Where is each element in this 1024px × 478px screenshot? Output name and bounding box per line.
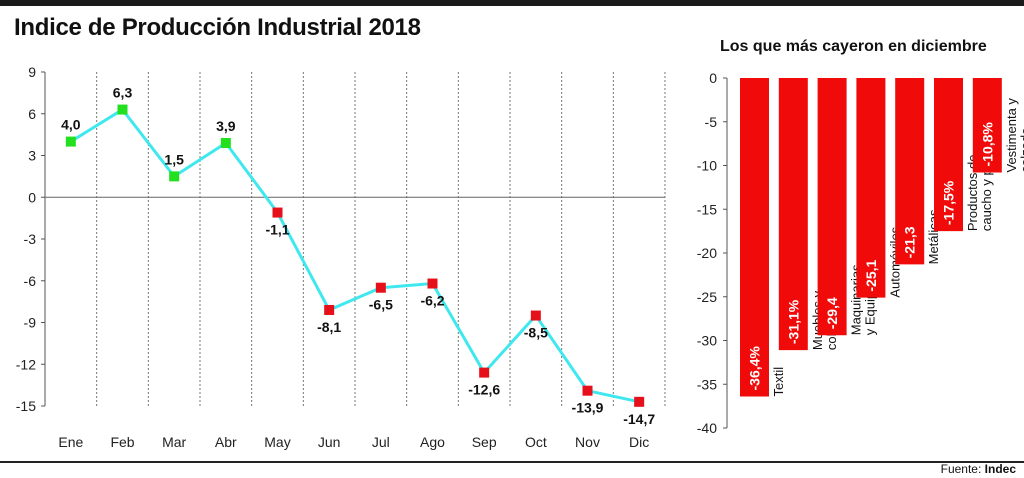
y-tick-label: 0 [28,189,36,205]
data-label: 3,9 [216,118,236,134]
x-tick-label: May [264,434,290,450]
data-label: -13,9 [572,400,604,416]
y-tick-label: -12 [16,356,36,372]
data-point [582,385,593,396]
x-tick-label: Ago [420,434,445,450]
bar-chart: 0 -5 -10 -15 -20 -25 -30 -35 -40 -36,4% Textil -31,… [697,70,1024,436]
data-label: 6,3 [113,85,133,101]
data-point [169,171,180,182]
bar-y-tick-label: -15 [697,201,717,217]
bar-category-label: Vestimenta y [1004,98,1019,173]
x-tick-label: Sep [472,434,497,450]
bottom-rule [0,461,1024,463]
chart-title: Indice de Producción Industrial 2018 [14,14,421,41]
bar-value-label: -21,3 [902,226,918,258]
bar [740,78,769,397]
bar-category-label: Productos de [965,155,980,232]
x-tick-label: Jul [372,434,390,450]
bar [778,78,808,351]
data-point [427,278,438,289]
source-name: Indec [984,462,1016,476]
data-point [220,137,231,148]
data-label: -6,5 [369,297,393,313]
data-point [272,207,283,218]
y-tick-label: 3 [28,148,36,164]
bar-y-tick-label: -30 [697,333,717,349]
source-note: Fuente: Indec [941,462,1016,476]
x-tick-label: Mar [162,434,186,450]
x-tick-label: Feb [110,434,134,450]
data-point [324,304,335,315]
bar-y-tick-label: -20 [697,245,717,261]
data-point [479,367,490,378]
y-tick-label: -3 [24,231,37,247]
y-tick-label: -15 [16,398,36,414]
bar [934,78,963,232]
bar [817,78,847,336]
y-tick-label: 6 [28,106,36,122]
data-point [117,104,128,115]
bar-y-tick-label: -35 [697,376,717,392]
bar-y-tick-label: -10 [697,158,717,174]
bar-value-label: -17,5% [941,180,957,225]
data-label: 1,5 [164,151,184,167]
y-tick-label: -9 [24,315,37,331]
bar-y-tick-label: -40 [697,420,717,436]
data-point [65,136,76,147]
bar-y-tick-label: 0 [709,70,717,86]
data-point [634,396,645,407]
data-label: 4,0 [61,117,81,133]
top-rule [0,0,1024,6]
x-tick-label: Abr [215,434,237,450]
data-label: -8,1 [317,319,341,335]
bar-y-tick-label: -25 [697,289,717,305]
bar-value-label: -25,1 [863,260,879,292]
y-tick-label: 9 [28,64,36,80]
data-label: -6,2 [420,293,444,309]
y-tick-label: -6 [24,273,37,289]
bar [972,78,1002,173]
bar-category-label: calzado [1018,128,1024,173]
bar [895,78,925,265]
bar [856,78,886,298]
x-tick-label: Dic [629,434,649,450]
data-label: -12,6 [468,382,500,398]
bar-y-tick-label: -5 [705,114,718,130]
data-point [375,282,386,293]
bar-value-label: -29,4 [824,297,840,329]
data-label: -14,7 [623,411,655,427]
x-tick-label: Oct [525,434,547,450]
bar-category-label: Textil [771,367,786,397]
bar-value-label: -10,8% [979,122,995,167]
data-label: -8,5 [524,325,548,341]
bar-value-label: -31,1% [785,299,801,344]
bar-value-label: -36,4% [747,346,763,391]
x-tick-label: Nov [575,434,600,450]
data-label: -1,1 [265,222,289,238]
source-prefix: Fuente: [940,462,982,476]
x-tick-label: Ene [58,434,83,450]
bar-chart-title: Los que más cayeron en diciembre [720,38,987,55]
series-line [70,108,640,404]
data-point [530,310,541,321]
line-chart: 9 6 3 0 -3 -6 -9 -12 -15 Ene Feb Mar Abr May Jun Jul Ago… [16,64,666,450]
x-tick-label: Jun [318,434,341,450]
